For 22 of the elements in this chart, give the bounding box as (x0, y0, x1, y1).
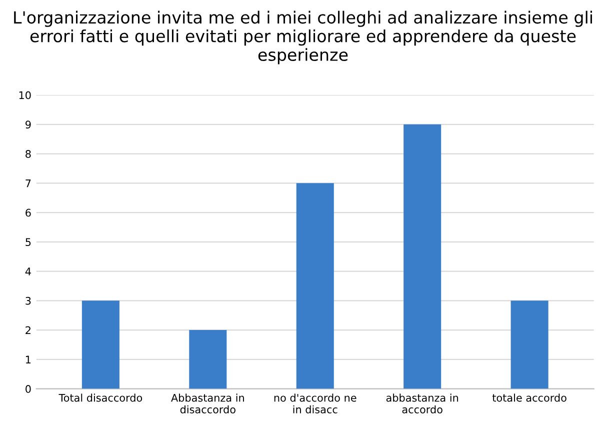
y-tick-label: 2 (26, 326, 30, 334)
y-tick-label: 6 (26, 208, 31, 217)
bar (82, 300, 120, 389)
y-tick-label: 0 (26, 385, 31, 393)
y-tick-label: 1 (26, 356, 31, 364)
bar (510, 300, 548, 389)
x-tick-label: Abbastanza in disaccordo (171, 394, 244, 414)
bar (189, 330, 227, 389)
bar (404, 124, 442, 389)
y-tick-label: 10 (19, 91, 31, 100)
y-tick-label: 8 (26, 150, 31, 158)
y-tick-label: 3 (26, 296, 31, 305)
y-tick-label: 4 (25, 268, 31, 276)
x-tick-label: abbastanza in accordo (386, 394, 458, 414)
y-tick-label: 7 (26, 180, 31, 188)
bar (296, 183, 334, 389)
x-tick-label: Total disaccordo (58, 394, 142, 402)
x-tick-label: no d'accordo ne in disacc (274, 394, 356, 414)
chart-title: L'organizzazione invita me ed i miei colleghi ad analizzare insieme gli errori fatti e quelli evitati per migliorare ed apprendere da queste esperienze (14, 10, 592, 64)
y-tick-label: 5 (26, 238, 31, 246)
y-tick-label: 9 (26, 120, 31, 129)
x-tick-label: totale accordo (492, 394, 566, 402)
